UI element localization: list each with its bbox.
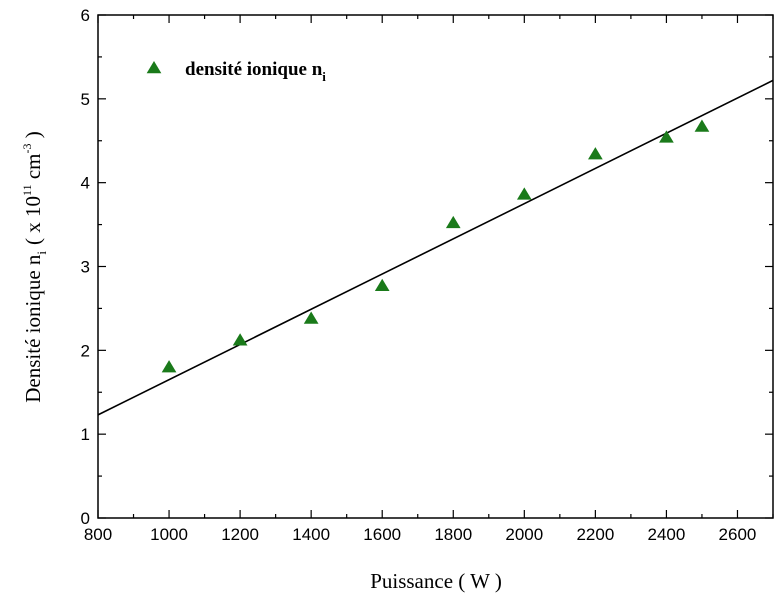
x-tick-label: 1200 (221, 525, 259, 544)
y-tick-label: 0 (81, 509, 90, 528)
fit-line (97, 79, 774, 416)
x-tick-label: 1600 (363, 525, 401, 544)
data-point (516, 187, 532, 200)
x-tick-label: 2400 (648, 525, 686, 544)
data-point (161, 360, 177, 373)
data-point (303, 311, 319, 324)
x-tick-label: 2600 (719, 525, 757, 544)
plot-frame (97, 14, 774, 519)
y-tick-label: 5 (81, 90, 90, 109)
legend: densité ionique ni (146, 59, 326, 84)
y-tick-label: 2 (81, 341, 90, 360)
y-tick-label: 3 (81, 258, 90, 277)
data-point (694, 119, 710, 132)
x-tick-label: 2000 (505, 525, 543, 544)
fit-line-layer (97, 79, 774, 416)
y-axis-title: Densité ionique ni( x 1011 cm-3 ) (20, 131, 49, 402)
x-tick-label: 1400 (292, 525, 330, 544)
x-tick-label: 1800 (434, 525, 472, 544)
data-point (588, 147, 603, 160)
data-point (374, 278, 390, 292)
ticks-layer: 800 1000 1200 1400 1600 1800 2000 2200 2400 2600 0… (81, 6, 774, 544)
y-tick-label: 1 (81, 425, 90, 444)
data-point (445, 215, 461, 229)
legend-marker-triangle (146, 61, 162, 74)
x-tick-label: 1000 (150, 525, 188, 544)
x-tick-label: 2200 (576, 525, 614, 544)
legend-label: densité ionique ni (185, 59, 326, 84)
data-point (232, 333, 248, 346)
y-tick-label: 4 (81, 174, 90, 193)
y-tick-label: 6 (81, 6, 90, 25)
x-tick-label: 800 (84, 525, 112, 544)
x-axis-title: Puissance ( W ) (370, 569, 502, 593)
data-point (659, 130, 674, 143)
points-layer (161, 119, 710, 373)
